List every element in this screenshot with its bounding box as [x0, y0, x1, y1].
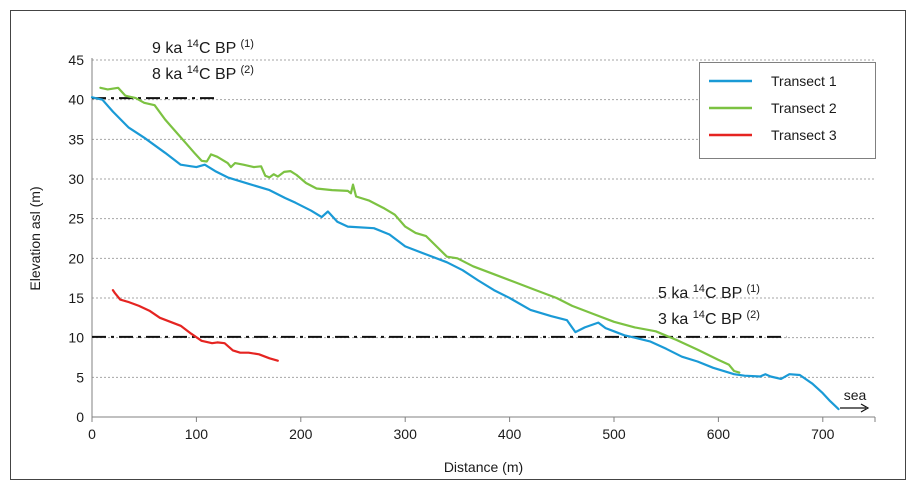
age-annotation: 3 ka 14C BP (2): [658, 309, 760, 328]
x-tick-label: 400: [498, 426, 522, 442]
y-tick-label: 20: [68, 250, 84, 266]
x-tick-label: 100: [185, 426, 209, 442]
y-tick-label: 45: [68, 52, 84, 68]
legend-label-1: Transect 1: [771, 73, 837, 89]
axes: [91, 58, 876, 422]
y-tick-label: 40: [68, 92, 84, 108]
legend-label-3: Transect 3: [771, 127, 837, 143]
series-line-3: [111, 289, 279, 362]
x-tick-label: 600: [707, 426, 731, 442]
legend-label-2: Transect 2: [771, 100, 837, 116]
series-lines: [90, 86, 840, 411]
y-tick-label: 35: [68, 131, 84, 147]
y-tick-label: 30: [68, 171, 84, 187]
x-tick-label: 700: [811, 426, 835, 442]
age-annotation: 9 ka 14C BP (1): [152, 38, 254, 57]
y-tick-label: 25: [68, 211, 84, 227]
y-tick-label: 0: [76, 409, 84, 425]
sea-label: sea: [844, 387, 867, 403]
annotations: 9 ka 14C BP (1) 8 ka 14C BP (2) 5 ka 14C B…: [152, 38, 870, 413]
y-tick-label: 5: [76, 369, 84, 385]
series-line-2: [99, 86, 741, 374]
age-annotation: 8 ka 14C BP (2): [152, 64, 254, 83]
y-tick-label: 10: [68, 330, 84, 346]
age-annotation: 5 ka 14C BP (1): [658, 283, 760, 302]
y-axis-title: Elevation asl (m): [27, 186, 43, 290]
series-line-1: [90, 96, 840, 411]
legend: Transect 1 Transect 2 Transect 3: [699, 62, 876, 159]
legend-box: [699, 62, 876, 159]
y-tick-label: 15: [68, 290, 84, 306]
sea-arrow-icon: [860, 403, 870, 413]
x-tick-label: 200: [289, 426, 313, 442]
x-tick-label: 0: [88, 426, 96, 442]
x-tick-label: 500: [602, 426, 626, 442]
tick-labels: 0 5 10 15 20 25 30 35 40 45 0 100 200 300 400 500 600 700: [68, 52, 834, 442]
x-tick-label: 300: [394, 426, 418, 442]
x-axis-title: Distance (m): [444, 459, 523, 475]
